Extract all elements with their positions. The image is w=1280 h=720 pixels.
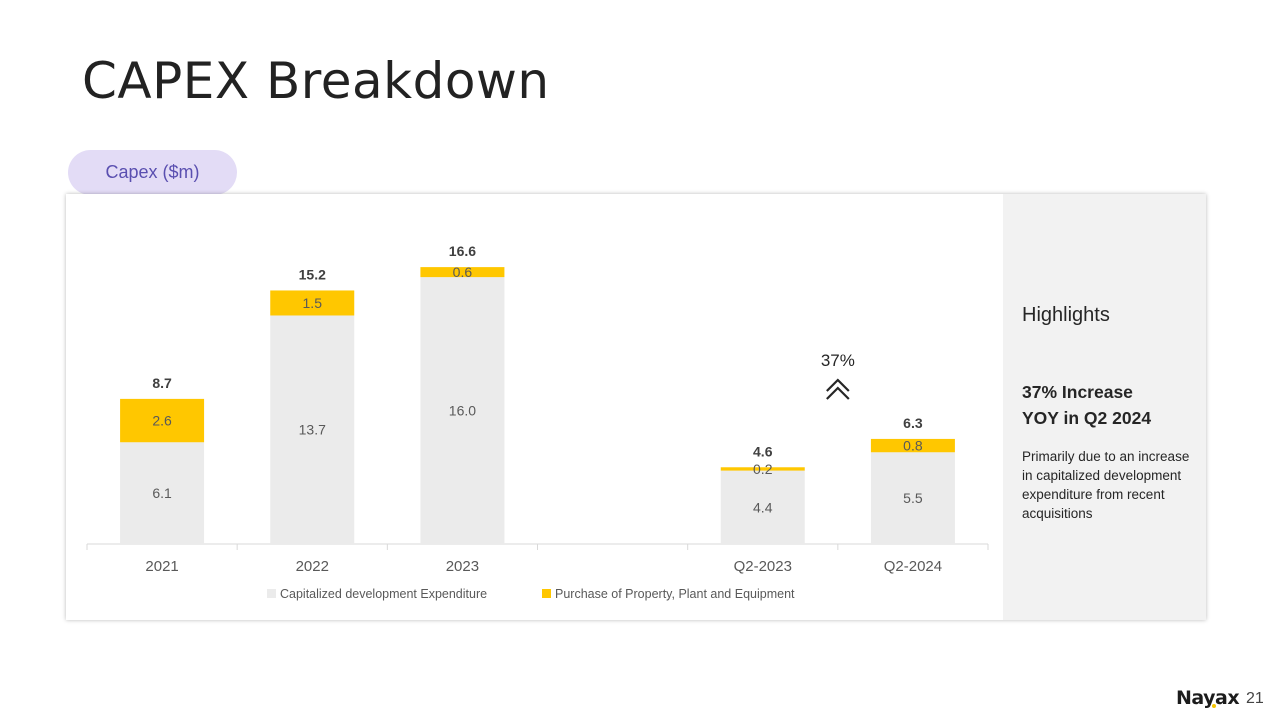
- highlights-heading: Highlights: [1022, 304, 1110, 326]
- bar-ppe: [270, 290, 355, 316]
- chart-area: 2021 6.1 2.6 8.7 2022 13.7 1.5 15.2 2023 16.0 0.6 1…: [66, 194, 1003, 620]
- data-label-ppe: 0.6: [453, 264, 473, 280]
- data-label-capitalized: 5.5: [903, 490, 923, 506]
- legend-capitalized-swatch: [267, 589, 276, 598]
- data-label-total: 8.7: [152, 375, 172, 391]
- logo-dot: [1212, 704, 1216, 708]
- data-label-total: 16.6: [449, 243, 476, 259]
- data-label-ppe: 2.6: [152, 413, 172, 429]
- bar-capitalized: [720, 470, 805, 544]
- bar-capitalized: [420, 277, 505, 544]
- highlights-panel: Highlights 37% Increase YOY in Q2 2024 P…: [1003, 194, 1206, 620]
- highlights-stat-line2: YOY in Q2 2024: [1022, 408, 1152, 428]
- highlights-stat-line1: 37% Increase: [1022, 382, 1133, 402]
- annotation-label: 37%: [821, 351, 855, 370]
- highlights-stat: 37% Increase YOY in Q2 2024: [1022, 379, 1151, 431]
- legend-capitalized-label: Capitalized development Expenditure: [280, 587, 487, 601]
- x-tick-label: 2023: [446, 558, 479, 575]
- data-label-total: 4.6: [753, 443, 773, 459]
- data-label-ppe: 0.8: [903, 438, 923, 454]
- data-label-ppe: 1.5: [303, 295, 323, 311]
- double-chevron-up-icon-lower: [826, 386, 850, 400]
- highlights-description: Primarily due to an increase in capitali…: [1022, 449, 1190, 521]
- bar-capitalized: [120, 442, 205, 544]
- page-title: CAPEX Breakdown: [82, 52, 550, 110]
- legend-ppe-label: Purchase of Property, Plant and Equipmen…: [555, 587, 795, 601]
- data-label-total: 15.2: [299, 266, 326, 282]
- data-label-ppe: 0.2: [753, 461, 773, 477]
- data-label-capitalized: 6.1: [152, 485, 172, 501]
- bar-capitalized: [870, 452, 955, 544]
- data-label-capitalized: 13.7: [299, 422, 326, 438]
- x-tick-label: 2021: [145, 558, 178, 575]
- bar-capitalized: [270, 315, 355, 544]
- chart-panel: 2021 6.1 2.6 8.7 2022 13.7 1.5 15.2 2023 16.0 0.6 1…: [66, 194, 1206, 620]
- bar-ppe: [120, 398, 205, 443]
- bar-ppe: [720, 467, 805, 471]
- nayax-logo: Nayax: [1176, 687, 1240, 709]
- capex-badge: Capex ($m): [68, 150, 237, 195]
- page-number: 21: [1246, 690, 1264, 707]
- double-chevron-up-icon: [826, 378, 850, 392]
- data-label-capitalized: 16.0: [449, 403, 476, 419]
- bar-ppe: [420, 267, 505, 278]
- data-label-capitalized: 4.4: [753, 499, 773, 515]
- x-tick-label: Q2-2024: [884, 558, 942, 575]
- x-tick-label: Q2-2023: [734, 558, 792, 575]
- data-label-total: 6.3: [903, 415, 923, 431]
- bar-ppe: [870, 438, 955, 453]
- x-tick-label: 2022: [296, 558, 329, 575]
- capex-chart: 2021 6.1 2.6 8.7 2022 13.7 1.5 15.2 2023 16.0 0.6 1…: [86, 243, 989, 601]
- legend-ppe-swatch: [542, 589, 551, 598]
